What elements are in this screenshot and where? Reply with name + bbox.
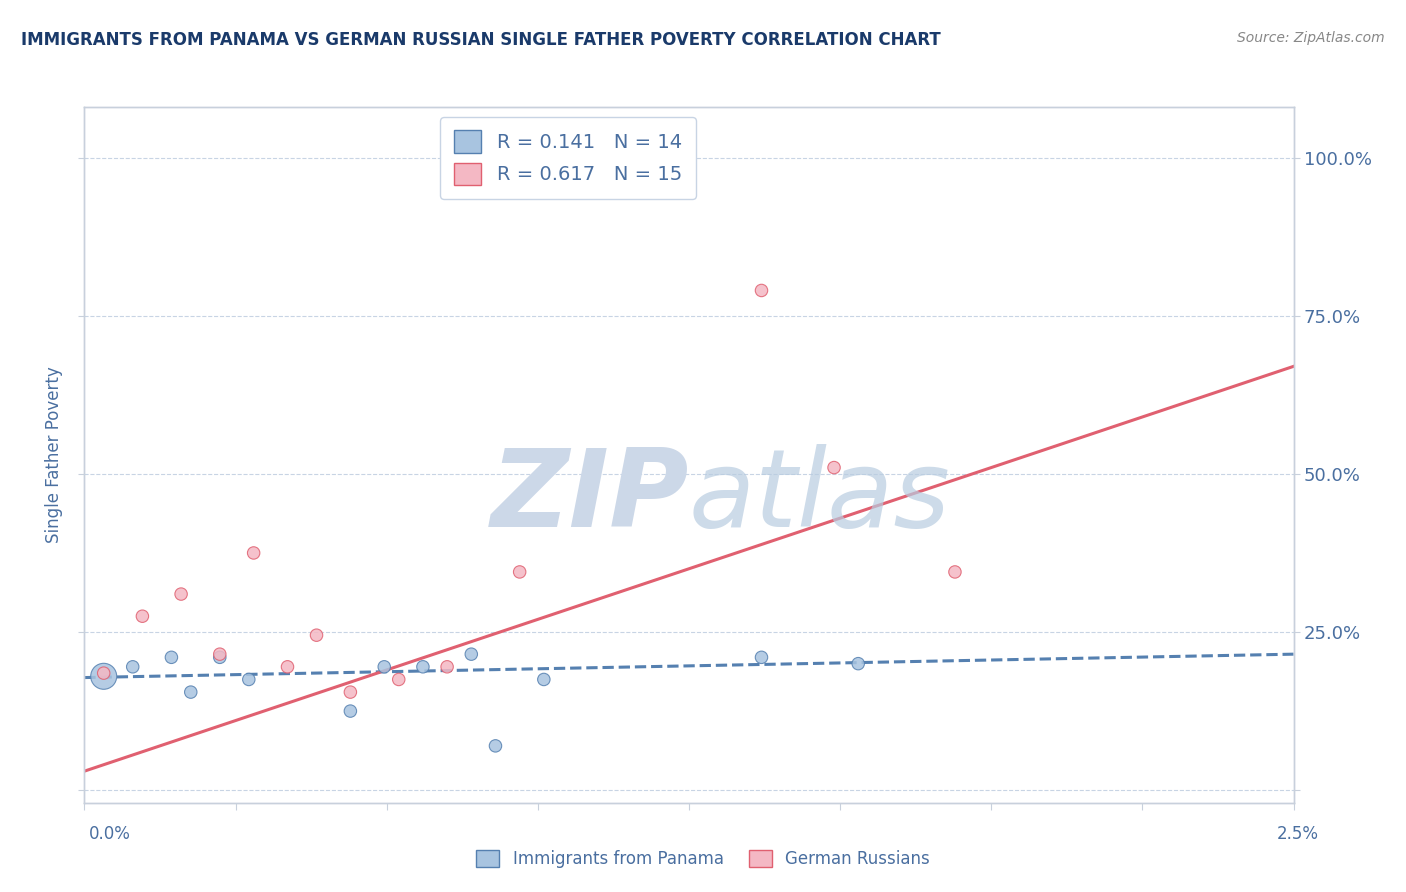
Legend: R = 0.141   N = 14, R = 0.617   N = 15: R = 0.141 N = 14, R = 0.617 N = 15: [440, 117, 696, 199]
Point: [823, 460, 845, 475]
Text: atlas: atlas: [689, 444, 950, 549]
Text: 2.5%: 2.5%: [1277, 825, 1319, 843]
Point: [276, 660, 298, 674]
Text: 0.0%: 0.0%: [89, 825, 131, 843]
Point: [412, 660, 434, 674]
Point: [238, 673, 260, 687]
Point: [160, 650, 183, 665]
Point: [678, 157, 700, 171]
Point: [305, 628, 328, 642]
Point: [509, 565, 531, 579]
Legend: Immigrants from Panama, German Russians: Immigrants from Panama, German Russians: [470, 843, 936, 875]
Point: [460, 647, 482, 661]
Point: [846, 657, 869, 671]
Point: [208, 647, 231, 661]
Point: [339, 685, 361, 699]
Point: [373, 660, 395, 674]
Point: [170, 587, 193, 601]
Point: [751, 284, 773, 298]
Point: [751, 650, 773, 665]
Point: [121, 660, 143, 674]
Point: [131, 609, 153, 624]
Y-axis label: Single Father Poverty: Single Father Poverty: [45, 367, 63, 543]
Text: ZIP: ZIP: [491, 443, 689, 549]
Point: [339, 704, 361, 718]
Point: [242, 546, 264, 560]
Point: [388, 673, 411, 687]
Text: IMMIGRANTS FROM PANAMA VS GERMAN RUSSIAN SINGLE FATHER POVERTY CORRELATION CHART: IMMIGRANTS FROM PANAMA VS GERMAN RUSSIAN…: [21, 31, 941, 49]
Point: [533, 673, 555, 687]
Point: [943, 565, 966, 579]
Text: Source: ZipAtlas.com: Source: ZipAtlas.com: [1237, 31, 1385, 45]
Point: [93, 669, 115, 683]
Point: [180, 685, 202, 699]
Point: [484, 739, 506, 753]
Point: [436, 660, 458, 674]
Point: [93, 666, 115, 681]
Point: [208, 650, 231, 665]
